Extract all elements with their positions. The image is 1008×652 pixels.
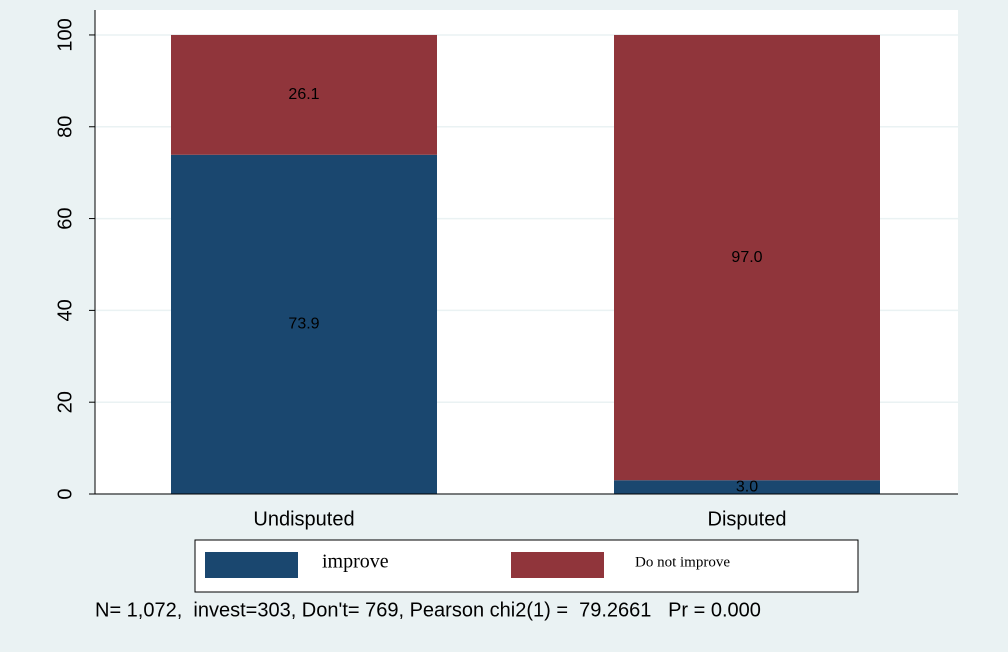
y-tick-label: 60 bbox=[54, 207, 76, 229]
bar-segment bbox=[171, 154, 437, 495]
value-label: 73.9 bbox=[288, 316, 319, 333]
bar-segment bbox=[171, 34, 437, 155]
legend-swatch bbox=[205, 552, 298, 578]
y-tick-label: 80 bbox=[54, 116, 76, 138]
bar-segment bbox=[614, 34, 880, 481]
value-label: 3.0 bbox=[736, 478, 758, 495]
bar-segment bbox=[614, 480, 880, 494]
y-tick-label: 20 bbox=[54, 391, 76, 413]
legend-box bbox=[194, 539, 859, 593]
value-label: 97.0 bbox=[731, 249, 762, 266]
legend-label: Do not improve bbox=[635, 554, 730, 570]
x-tick-label: Disputed bbox=[708, 508, 787, 530]
value-label: 26.1 bbox=[288, 86, 319, 103]
y-tick-label: 100 bbox=[54, 18, 76, 51]
x-tick-label: Undisputed bbox=[253, 508, 354, 530]
y-tick-label: 40 bbox=[54, 299, 76, 321]
y-tick-label: 0 bbox=[54, 488, 76, 499]
legend-swatch bbox=[511, 552, 604, 578]
note: N= 1,072, invest=303, Don't= 769, Pearso… bbox=[95, 599, 761, 621]
legend-label: improve bbox=[322, 551, 389, 573]
